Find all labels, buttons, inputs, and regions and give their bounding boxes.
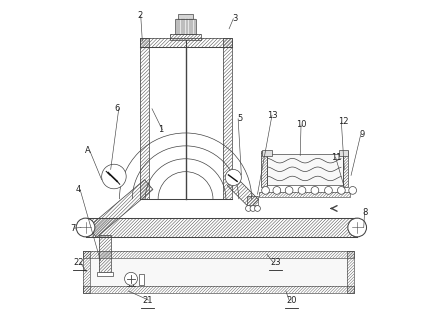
Polygon shape <box>88 179 153 237</box>
Bar <box>175 19 196 34</box>
Bar <box>262 150 272 156</box>
Text: 2: 2 <box>137 11 143 20</box>
Bar <box>343 151 349 187</box>
Bar <box>140 38 232 47</box>
Bar <box>247 196 258 204</box>
Bar <box>170 34 201 40</box>
Bar <box>83 251 353 258</box>
Bar <box>83 285 353 293</box>
Text: 8: 8 <box>363 207 368 216</box>
Circle shape <box>348 218 367 237</box>
Bar <box>139 274 143 285</box>
Bar <box>140 38 149 199</box>
Circle shape <box>298 187 306 194</box>
Circle shape <box>125 272 138 285</box>
Bar <box>259 192 350 197</box>
Bar <box>99 235 111 272</box>
Circle shape <box>325 187 332 194</box>
Circle shape <box>349 187 357 194</box>
Bar <box>90 258 346 285</box>
Text: A: A <box>85 146 91 155</box>
Text: 13: 13 <box>267 111 278 120</box>
Circle shape <box>285 187 293 194</box>
Bar <box>83 251 90 293</box>
Text: 11: 11 <box>331 153 342 162</box>
Text: 21: 21 <box>143 295 153 305</box>
Circle shape <box>225 169 242 186</box>
Circle shape <box>250 205 256 211</box>
Circle shape <box>311 187 319 194</box>
Text: 7: 7 <box>70 224 75 233</box>
Text: 10: 10 <box>296 121 306 129</box>
Text: 22: 22 <box>74 258 84 267</box>
Text: 4: 4 <box>76 185 81 194</box>
Text: 1: 1 <box>158 125 163 134</box>
Circle shape <box>337 187 345 194</box>
Bar <box>97 272 113 275</box>
Circle shape <box>262 187 270 194</box>
Bar <box>86 218 357 237</box>
Text: 23: 23 <box>270 258 281 267</box>
Circle shape <box>273 187 281 194</box>
Bar <box>222 38 232 199</box>
Text: 12: 12 <box>338 117 348 126</box>
Text: 6: 6 <box>115 104 120 113</box>
Circle shape <box>246 205 251 211</box>
Bar <box>339 150 349 156</box>
Circle shape <box>102 164 126 189</box>
Text: 20: 20 <box>286 295 297 305</box>
Polygon shape <box>227 177 258 208</box>
Bar <box>346 251 353 293</box>
Bar <box>149 47 222 199</box>
Bar <box>261 151 266 187</box>
Text: 5: 5 <box>237 114 242 123</box>
Circle shape <box>76 218 95 237</box>
Text: 9: 9 <box>360 130 365 139</box>
Circle shape <box>254 205 260 211</box>
Bar <box>178 14 193 19</box>
Text: 3: 3 <box>232 14 238 23</box>
Bar <box>266 154 343 185</box>
